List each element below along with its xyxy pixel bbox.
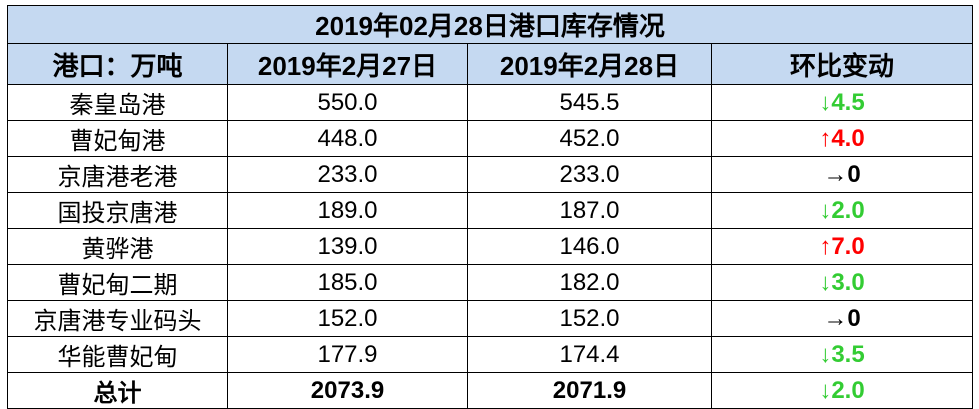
cell: 曹妃甸二期 [7,264,228,301]
header-cell: 2019年2月27日 [227,43,468,85]
data-row: 曹妃甸港 448.0 452.0 ↑4.0 [7,120,973,157]
change-cell: →0 [711,156,973,193]
cell: 秦皇岛港 [7,84,228,121]
cell: 550.0 [227,84,468,121]
data-row: 秦皇岛港 550.0 545.5 ↓4.5 [7,84,973,121]
cell: 2073.9 [227,372,468,409]
cell: 京唐港专业码头 [7,300,228,337]
change-cell: ↓3.0 [711,264,973,301]
cell: 233.0 [227,156,468,193]
change-cell: ↓4.5 [711,84,973,121]
header-cell: 环比变动 [711,43,973,85]
cell: 187.0 [467,192,712,229]
inventory-table: 2019年02月28日港口库存情况 港口：万吨 2019年2月27日 2019年2月… [7,5,973,409]
cell: 国投京唐港 [7,192,228,229]
cell: 黄骅港 [7,228,228,265]
cell: 华能曹妃甸 [7,336,228,373]
data-row: 京唐港老港 233.0 233.0 →0 [7,156,973,193]
cell: 152.0 [467,300,712,337]
header-cell: 2019年2月28日 [467,43,712,85]
cell: 总计 [7,372,228,409]
change-cell: ↓2.0 [711,372,973,409]
cell: 139.0 [227,228,468,265]
cell: 448.0 [227,120,468,157]
cell: 174.4 [467,336,712,373]
title-row: 2019年02月28日港口库存情况 [7,5,973,44]
change-cell: ↑4.0 [711,120,973,157]
cell: 185.0 [227,264,468,301]
cell: 189.0 [227,192,468,229]
table-title: 2019年02月28日港口库存情况 [7,5,973,44]
header-cell: 港口：万吨 [7,43,228,85]
cell: 545.5 [467,84,712,121]
cell: 182.0 [467,264,712,301]
cell: 曹妃甸港 [7,120,228,157]
data-row: 曹妃甸二期 185.0 182.0 ↓3.0 [7,264,973,301]
cell: 177.9 [227,336,468,373]
data-row: 总计 2073.9 2071.9 ↓2.0 [7,372,973,409]
cell: 146.0 [467,228,712,265]
change-cell: ↓2.0 [711,192,973,229]
cell: 2071.9 [467,372,712,409]
cell: 京唐港老港 [7,156,228,193]
header-row: 港口：万吨 2019年2月27日 2019年2月28日 环比变动 [7,43,973,85]
data-row: 国投京唐港 189.0 187.0 ↓2.0 [7,192,973,229]
change-cell: ↓3.5 [711,336,973,373]
cell: 233.0 [467,156,712,193]
data-row: 华能曹妃甸 177.9 174.4 ↓3.5 [7,336,973,373]
data-row: 黄骅港 139.0 146.0 ↑7.0 [7,228,973,265]
cell: 452.0 [467,120,712,157]
change-cell: ↑7.0 [711,228,973,265]
data-row: 京唐港专业码头 152.0 152.0 →0 [7,300,973,337]
change-cell: →0 [711,300,973,337]
cell: 152.0 [227,300,468,337]
